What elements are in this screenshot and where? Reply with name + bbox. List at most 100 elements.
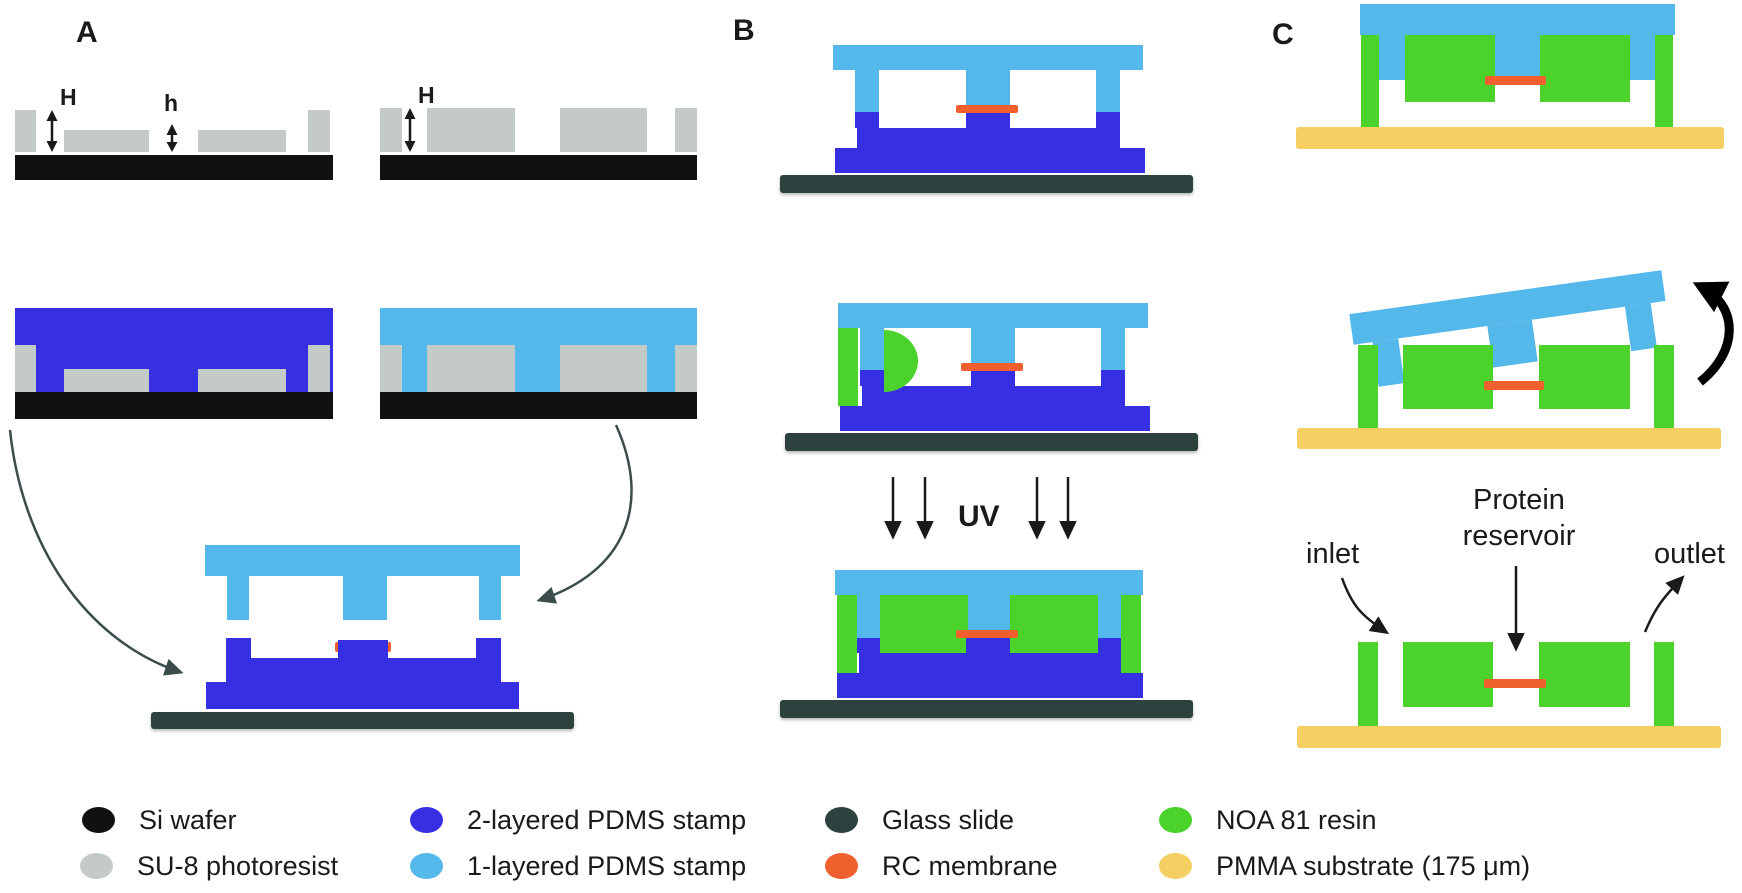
rc-membrane [1484,679,1546,688]
noa-resin-block [880,595,968,653]
height-h-label: h [164,90,179,116]
noa81-resin-swatch [1159,807,1192,833]
legend-label: RC membrane [882,850,1058,881]
pdms-1layer-stamp [838,303,1148,328]
legend-label: SU-8 photoresist [137,850,339,881]
glass-slide [780,700,1193,718]
noa-resin-inlet-column [1358,642,1378,726]
legend-label: Si wafer [139,804,237,835]
su8-feature [64,130,149,152]
panel-a-label: A [76,16,98,49]
inlet-pointer-arrow [1340,577,1390,635]
noa-resin-column [1361,35,1379,127]
pdms-1layer-stamp [835,570,1143,595]
pdms-1layer-leg [855,70,879,112]
su8-feature [15,110,36,152]
si-wafer [15,392,333,419]
rc-membrane-swatch [825,853,858,879]
legend-label: NOA 81 resin [1216,804,1377,835]
pdms-2layer-bump [226,638,251,660]
pdms-1layer-leg [966,70,1010,105]
rc-membrane [1484,381,1544,390]
height-H-arrow-right-wafer [404,108,416,152]
legend-label: Glass slide [882,804,1015,835]
pdms-1layer-leg [1630,35,1655,80]
noa-resin-block [1540,35,1630,102]
pdms-1layer-leg [1487,319,1538,368]
pdms-2layer-stamp-base [837,673,1143,698]
pdms-1layer-leg [1096,70,1120,112]
su8-feature [15,345,36,392]
si-wafer [380,155,697,180]
pdms-2layer-stamp-base [206,682,519,709]
panel-c-label: C [1272,18,1294,51]
pdms-1layer-leg [1101,328,1125,370]
pdms-2layer-bump [1101,370,1125,386]
inlet-label: inlet [1306,538,1360,570]
outlet-pointer-arrow [1643,575,1685,633]
noa-resin-block [1405,35,1495,102]
si-wafer-swatch [82,807,115,833]
noa-resin-column [837,595,857,673]
uv-label: UV [958,500,1000,533]
pdms-2layer-bump [1096,112,1120,128]
su8-feature [308,110,330,152]
outlet-label: outlet [1654,538,1725,570]
legend-item: PMMA substrate (175 μm) [1159,851,1530,881]
pdms-1layer-leg [966,595,1010,630]
legend-label: 2-layered PDMS stamp [467,804,747,835]
pdms-2layer-pedestal [966,113,1010,128]
legend-item: 2-layered PDMS stamp [410,805,746,835]
si-wafer [380,392,697,419]
pdms-1layer-leg [227,576,249,620]
noa-resin-block [1539,642,1630,707]
noa-resin-inlet-column [838,328,858,406]
su8-feature [380,108,402,152]
legend-item: NOA 81 resin [1159,805,1377,835]
pdms-2layer-swatch [410,807,443,833]
pdms-1layer-leg [479,576,501,620]
noa-resin-block [1010,595,1098,653]
legend-item: RC membrane [825,851,1058,881]
pdms-2layer-stamp [226,658,501,682]
pdms-1layer-stamp [205,545,520,576]
glass-slide-swatch [825,807,858,833]
su8-feature [427,345,515,392]
pdms-2layer-stamp-base [835,148,1145,173]
height-H-label: H [60,84,77,110]
pdms-2layer-bump [338,640,388,660]
pdms-2layer-pedestal [966,638,1010,653]
panel-b-label: B [733,14,755,47]
rc-membrane [961,363,1023,371]
pmma-substrate [1297,726,1721,748]
pdms-1layer-leg [860,328,884,370]
legend-item: Si wafer [82,805,237,835]
pdms-2layer-stamp-base [840,406,1150,431]
pdms-1layer-leg [971,328,1015,363]
pdms-1layer-leg [1379,35,1405,80]
pdms-2layer-stamp [862,386,1125,407]
su8-photoresist-swatch [80,853,113,879]
pmma-substrate-swatch [1159,853,1192,879]
pdms-1layer-leg [857,595,880,638]
assembly-arrow-left [8,429,184,676]
height-h-arrow-left-wafer [166,124,178,152]
su8-feature [675,345,697,392]
noa-resin-column [1121,595,1141,673]
pdms-2layer-bump [857,638,880,653]
su8-feature [64,369,149,392]
height-H-arrow-left-wafer [46,110,58,152]
su8-feature [675,108,697,152]
noa-resin-outlet-column [1654,642,1674,726]
glass-slide [151,712,574,729]
legend-label: PMMA substrate (175 μm) [1216,850,1531,881]
si-wafer [15,155,333,180]
pmma-substrate [1297,428,1721,449]
height-H-label: H [418,82,435,108]
su8-feature [560,108,647,152]
pdms-1layer-leg [1624,303,1657,352]
su8-feature [198,130,286,152]
noa-resin-block [1403,642,1493,707]
pdms-1layer-stamp [1360,4,1675,35]
